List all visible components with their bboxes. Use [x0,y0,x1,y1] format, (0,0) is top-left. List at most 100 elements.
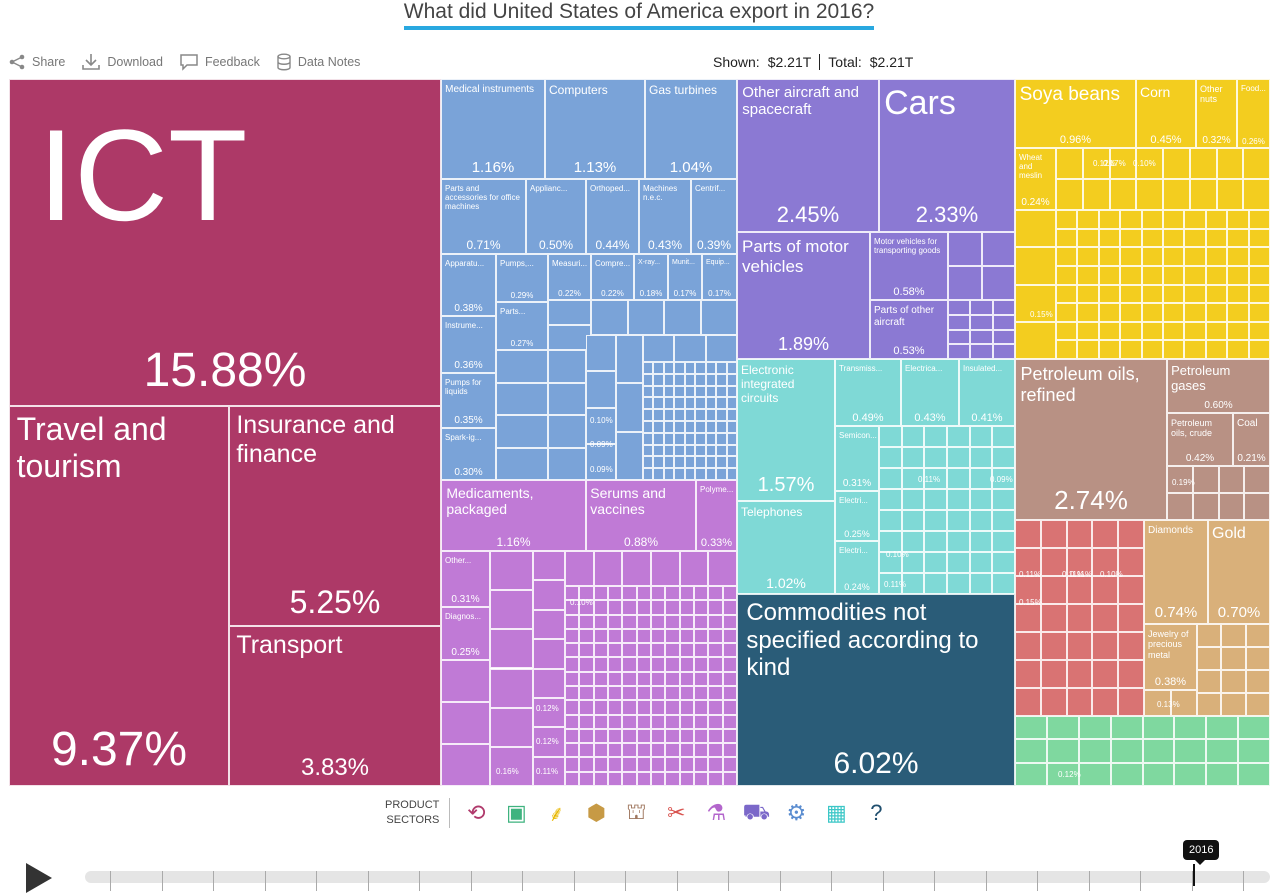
treemap-small-cell[interactable] [705,385,717,398]
treemap-cell-polyme[interactable]: Polyme... 0.33% [696,480,737,551]
treemap-small-cell[interactable] [705,432,717,445]
treemap-small-cell[interactable] [708,757,723,772]
treemap-small-cell[interactable] [992,573,1015,594]
treemap-small-cell[interactable] [579,757,594,772]
treemap-small-cell[interactable] [643,456,654,469]
treemap-small-cell[interactable] [565,643,580,658]
treemap-small-cell[interactable] [694,643,709,658]
treemap-small-cell[interactable] [726,456,737,469]
treemap-small-cell[interactable] [1170,690,1197,716]
treemap-small-cell[interactable] [1189,179,1217,210]
treemap-small-cell[interactable] [663,421,675,433]
treemap-small-cell[interactable] [1077,265,1099,285]
treemap-cell-coal[interactable]: Coal 0.21% [1233,413,1270,466]
treemap-small-cell[interactable] [653,468,664,480]
treemap-small-cell[interactable] [636,771,651,786]
treemap-cell-orthoped[interactable]: Orthoped... 0.44% [586,179,639,254]
treemap-small-cell[interactable] [636,700,651,715]
timeline-handle[interactable] [1193,864,1195,886]
treemap-small-cell[interactable] [1077,321,1099,341]
treemap-small-cell[interactable] [1078,762,1111,786]
treemap-small-cell[interactable] [1243,179,1270,210]
treemap-small-cell[interactable] [1144,690,1171,716]
treemap-small-cell[interactable] [663,468,675,480]
treemap-small-cell[interactable] [651,771,666,786]
treemap-small-cell[interactable] [1184,321,1206,341]
treemap-small-cell[interactable] [1244,493,1270,520]
treemap-small-cell[interactable] [901,531,925,552]
treemap-small-cell[interactable] [1163,247,1185,266]
treemap-small-cell[interactable] [665,714,680,729]
treemap-small-cell[interactable] [1098,265,1121,285]
treemap-small-cell[interactable] [636,686,651,701]
treemap-cell-insulated[interactable]: Insulated... 0.41% [959,359,1015,426]
treemap-small-cell[interactable] [948,314,971,330]
treemap-cell-electri[interactable]: Electri... 0.25% [835,491,879,541]
treemap-small-cell[interactable] [622,600,637,615]
treemap-small-cell[interactable] [694,686,709,701]
treemap-cell-other[interactable]: Other... 0.31% [441,551,490,607]
treemap-cell-motor-vehicles-for-transporting-goods[interactable]: Motor vehicles for transporting goods 0.5… [870,232,948,300]
treemap-small-cell[interactable] [1197,670,1222,693]
treemap-small-cell[interactable] [695,432,706,445]
treemap-small-cell[interactable] [694,600,709,615]
treemap-cell-soya-beans[interactable]: Soya beans 0.96% [1015,79,1136,148]
treemap-small-cell[interactable] [708,743,723,758]
treemap-small-cell[interactable] [593,586,608,601]
treemap-small-cell[interactable] [1184,303,1206,322]
treemap-small-cell[interactable] [694,728,709,744]
treemap-small-cell[interactable] [622,771,637,786]
textiles-icon[interactable]: ▣ [505,800,527,825]
treemap-small-cell[interactable] [636,757,651,772]
treemap-small-cell[interactable] [663,385,675,398]
treemap-cell-petroleum-gases[interactable]: Petroleum gases 0.60% [1167,359,1270,413]
treemap-small-cell[interactable] [1015,604,1041,632]
treemap-small-cell[interactable] [1118,548,1144,576]
treemap-small-cell[interactable] [1248,284,1270,304]
treemap-cell-corn[interactable]: Corn 0.45% [1136,79,1196,148]
treemap-small-cell[interactable] [674,397,685,410]
treemap-small-cell[interactable] [653,432,664,445]
treemap-small-cell[interactable] [722,700,737,715]
treemap-small-cell[interactable] [533,639,565,669]
treemap-cell-serums-and-vaccines[interactable]: Serums and vaccines 0.88% [586,480,696,551]
treemap-small-cell[interactable] [593,771,608,786]
treemap-small-cell[interactable] [1118,688,1144,716]
treemap-small-cell[interactable] [722,671,737,686]
treemap-small-cell[interactable] [1015,688,1041,716]
treemap-small-cell[interactable] [636,671,651,686]
treemap-small-cell[interactable] [651,628,666,644]
treemap-small-cell[interactable] [1174,739,1207,763]
treemap-small-cell[interactable] [593,757,608,772]
treemap-small-cell[interactable] [969,531,993,552]
treemap-small-cell[interactable] [674,335,706,362]
treemap-small-cell[interactable] [1205,210,1228,229]
treemap-small-cell[interactable] [1221,647,1246,670]
treemap-small-cell[interactable] [674,385,685,398]
treemap-small-cell[interactable] [722,743,737,758]
treemap-small-cell[interactable] [674,432,685,445]
data-notes-button[interactable]: Data Notes [276,53,360,71]
treemap-small-cell[interactable] [548,382,586,415]
treemap-small-cell[interactable] [1221,624,1246,647]
treemap-small-cell[interactable] [679,643,694,658]
treemap-small-cell[interactable] [1077,210,1099,229]
treemap-cell-medical-instruments[interactable]: Medical instruments 1.16% [441,79,545,179]
treemap-small-cell[interactable] [1205,340,1228,359]
treemap-small-cell[interactable] [684,362,696,374]
treemap-small-cell[interactable] [1238,762,1270,786]
treemap-cell-travel-and-tourism[interactable]: Travel and tourism 9.37% [9,406,229,786]
treemap-small-cell[interactable] [622,586,637,601]
treemap-small-cell[interactable] [608,771,623,786]
treemap-small-cell[interactable] [1056,210,1078,229]
treemap-cell-cars[interactable]: Cars 2.33% [879,79,1015,232]
treemap-small-cell[interactable] [643,421,654,433]
treemap-small-cell[interactable] [1142,739,1175,763]
treemap-small-cell[interactable] [1120,340,1142,359]
treemap-small-cell[interactable] [653,362,664,374]
treemap-small-cell[interactable] [579,586,594,601]
treemap-small-cell[interactable] [694,671,709,686]
treemap-small-cell[interactable] [651,643,666,658]
treemap-small-cell[interactable] [608,671,623,686]
treemap-small-cell[interactable] [924,510,947,531]
